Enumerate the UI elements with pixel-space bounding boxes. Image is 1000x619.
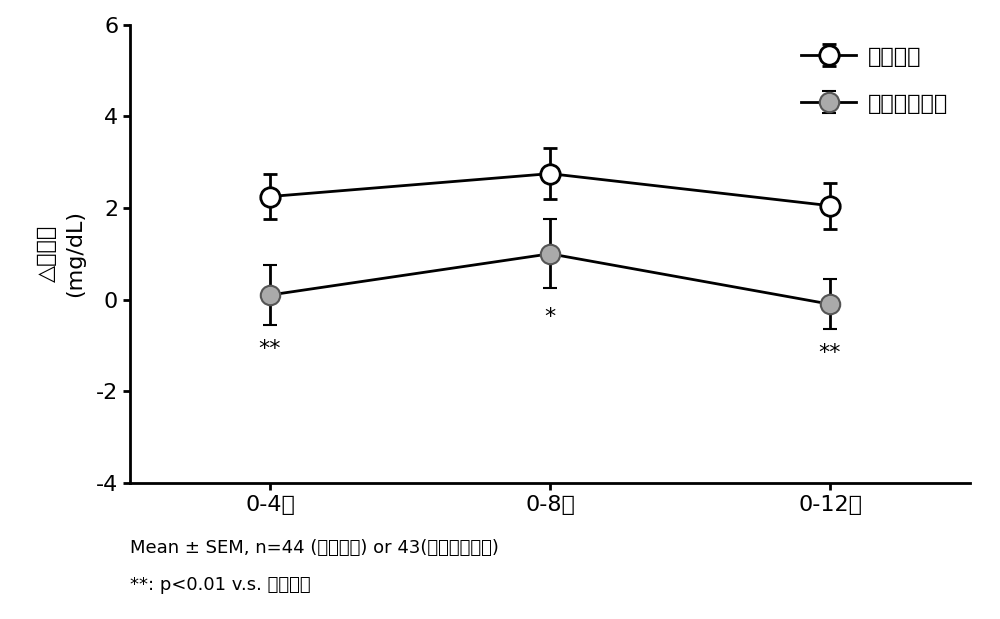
Text: **: ** [259,339,281,360]
Text: *: * [544,308,556,327]
Text: Mean ± SEM, n=44 (安慰剂组) or 43(姜黄提取物组): Mean ± SEM, n=44 (安慰剂组) or 43(姜黄提取物组) [130,539,499,556]
Text: **: p<0.01 v.s. 安慰剂组: **: p<0.01 v.s. 安慰剂组 [130,576,311,594]
Y-axis label: △葡萄糖
(mg/dL): △葡萄糖 (mg/dL) [37,210,85,297]
Legend: 安慰剂组, 姜黄提取物组: 安慰剂组, 姜黄提取物组 [790,36,959,125]
Text: **: ** [819,343,841,363]
